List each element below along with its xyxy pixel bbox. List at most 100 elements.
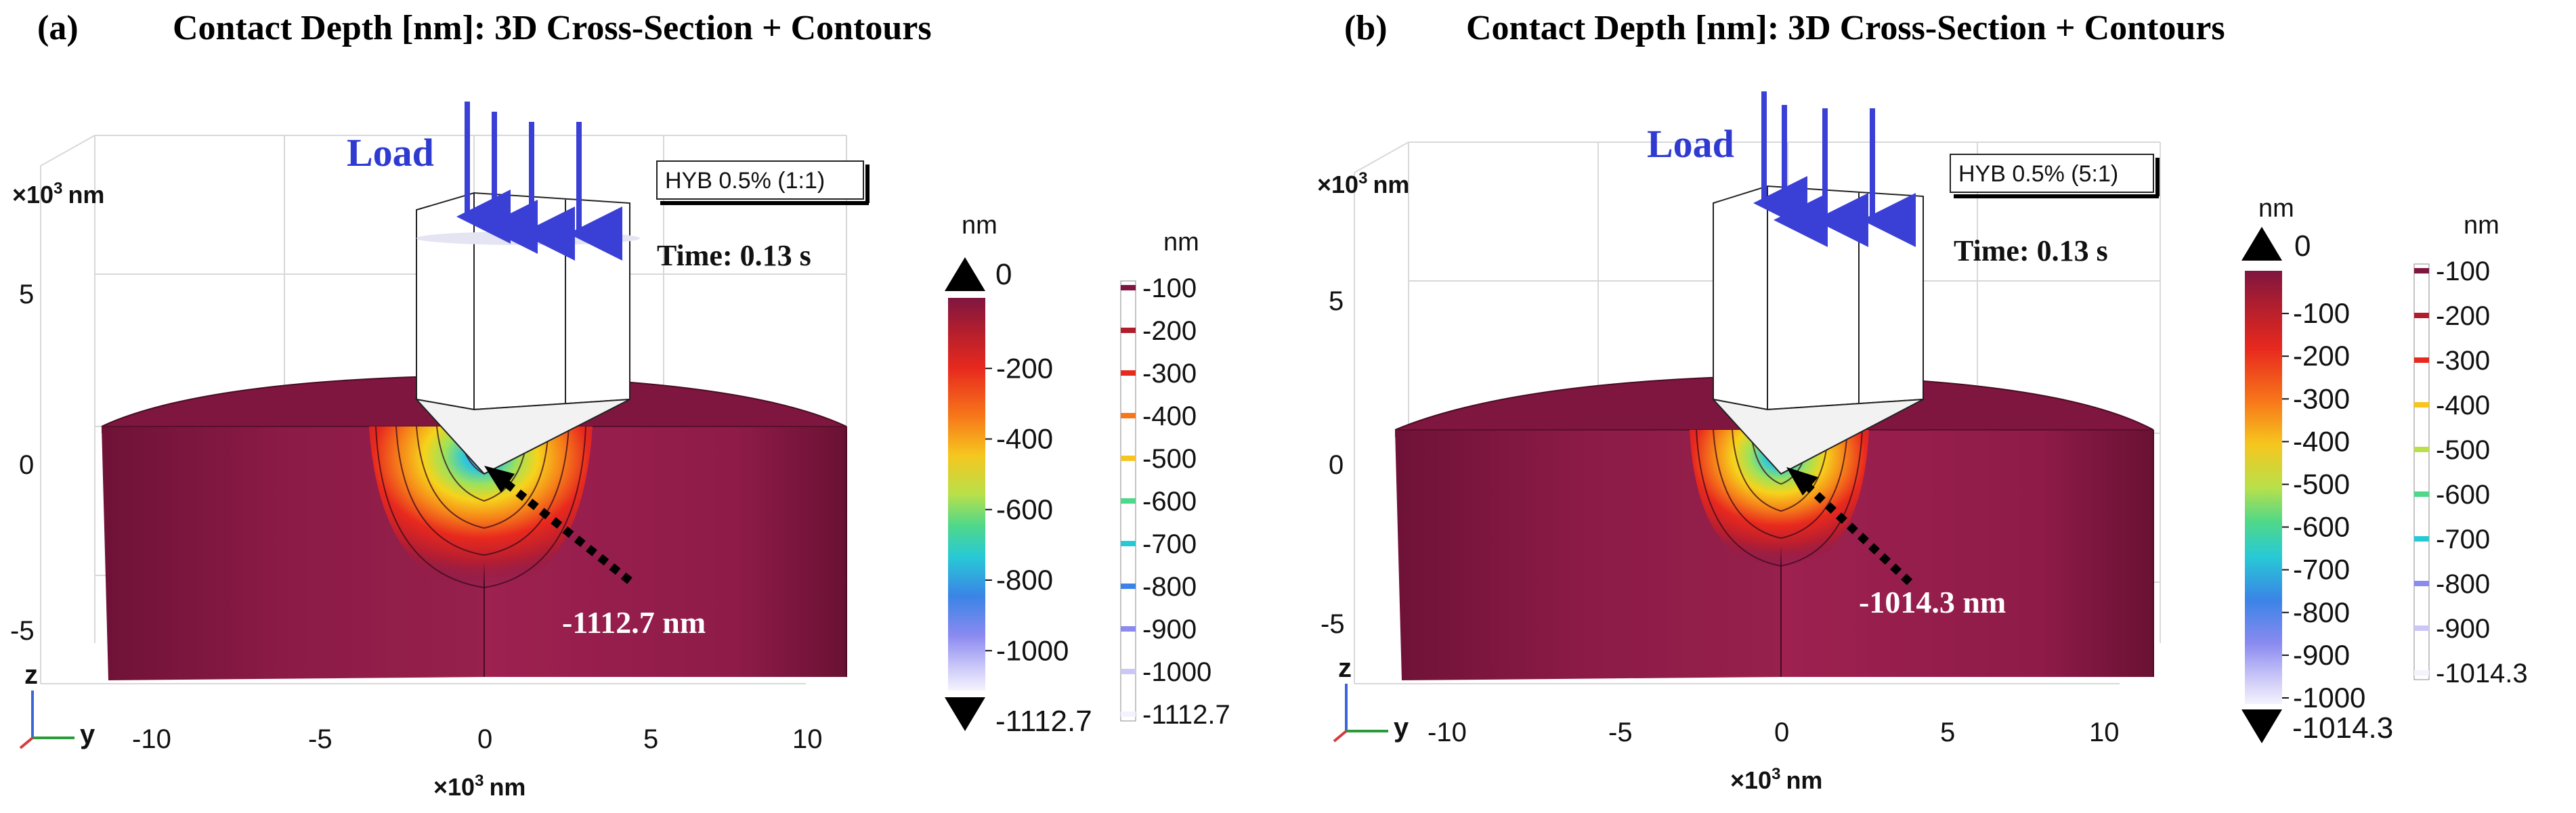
contour-level-label: -800	[2436, 569, 2490, 599]
load-label: Load	[1647, 122, 1734, 166]
z-tick: 5	[1329, 286, 1344, 316]
contour-swatch	[1121, 541, 1136, 546]
axis-exp-x: ×103 nm	[1730, 765, 1822, 794]
panel-label: (b)	[1344, 9, 1388, 47]
contour-level-label: -1014.3	[2436, 659, 2528, 688]
contour-swatch	[2414, 268, 2429, 273]
colorbar-tick-label: -700	[2293, 554, 2350, 586]
colorbar-tick-label: -300	[2293, 382, 2350, 414]
axis-exp-z: ×103 nm	[12, 179, 104, 208]
contour-level-label: -400	[1142, 401, 1197, 431]
contour-level-label: -100	[2436, 257, 2490, 286]
contour-level-label: -700	[1142, 529, 1197, 559]
min-annotation: -1014.3 nm	[1859, 585, 2006, 619]
contour-level-label: -600	[2436, 480, 2490, 510]
colorbar-min: -1112.7	[995, 705, 1092, 738]
colorbar-surface: nm 0 -1112.7 -200 -400 -600 -800 -1000	[945, 211, 1092, 738]
x-tick: -10	[1427, 718, 1467, 747]
contour-level-label: -400	[2436, 391, 2490, 420]
load-arrows	[456, 102, 622, 261]
x-tick: 0	[477, 724, 492, 754]
x-tick: -5	[1608, 718, 1633, 747]
legend-box	[656, 160, 864, 200]
z-tick: -5	[10, 616, 35, 646]
colorbar-tick-label: -800	[996, 564, 1053, 596]
contour-swatch	[2414, 357, 2429, 363]
panel-label: (a)	[37, 9, 79, 47]
contour-bar	[2413, 263, 2430, 680]
colorbar-tick-label: -200	[2293, 340, 2350, 372]
contour-swatch	[1121, 285, 1136, 290]
contour-swatch	[2414, 491, 2429, 497]
contour-level-label: -100	[1142, 273, 1197, 303]
colorbar-tick-label: -500	[2293, 468, 2350, 500]
contour-swatch	[2414, 670, 2429, 676]
solid-front-right	[1781, 430, 2153, 677]
contour-swatch	[1121, 328, 1136, 333]
colorbar-tick-label: -600	[2293, 511, 2350, 543]
contour-level-label: -200	[2436, 301, 2490, 331]
x-tick: 5	[1940, 718, 1955, 747]
contour-level-label: -900	[2436, 614, 2490, 644]
contour-swatch	[2414, 313, 2429, 318]
colorbar-tick-label: -1000	[996, 634, 1069, 666]
axis-triad: z y	[1333, 653, 1409, 743]
contour-swatch	[1121, 456, 1136, 461]
colorbar-unit: nm	[1163, 228, 1199, 257]
colorbar-unit: nm	[2258, 194, 2294, 223]
contour-level-label: -200	[1142, 316, 1197, 346]
colorbar-tick-label: -100	[2293, 297, 2350, 329]
z-tick: 0	[19, 450, 34, 480]
contour-level-label: -900	[1142, 615, 1197, 644]
colorbar-tick-label: -600	[996, 493, 1053, 525]
contour-swatch	[2414, 402, 2429, 408]
colorbar-unit: nm	[2464, 211, 2499, 240]
contour-level-label: -800	[1142, 572, 1197, 602]
axis-exp-x: ×103 nm	[433, 772, 525, 801]
panel-b: (b) Contact Depth [nm]: 3D Cross-Section…	[1317, 9, 2528, 794]
contour-swatch	[2414, 447, 2429, 452]
contour-level-label: -500	[1142, 444, 1197, 474]
legend-text: HYB 0.5% (5:1)	[1958, 161, 2118, 187]
contour-swatch	[2414, 581, 2429, 586]
x-tick: -5	[308, 724, 332, 754]
solid-front-left	[1395, 430, 1781, 680]
x-tick: -10	[132, 724, 171, 754]
colorbar-tick-label: -200	[996, 352, 1053, 384]
x-tick: 0	[1774, 718, 1789, 747]
legend-box	[1950, 154, 2154, 193]
min-pointer	[1795, 474, 1913, 586]
load-arrows	[1753, 91, 1916, 247]
contour-swatch	[1121, 584, 1136, 589]
svg-text:y: y	[80, 720, 95, 749]
contour-level-label: -1000	[1142, 657, 1211, 687]
colorbar-max: 0	[995, 258, 1012, 291]
colorbar-tick-label: -800	[2293, 596, 2350, 628]
contour-level-label: -1112.7	[1142, 700, 1230, 730]
x-tick: 10	[792, 724, 823, 754]
colorbar-surface: nm 0 -1014.3 -100 -200 -300 -400 -500 -600 -70…	[2241, 194, 2393, 745]
contour-level-label: -300	[2436, 346, 2490, 376]
legend-text: HYB 0.5% (1:1)	[665, 168, 825, 194]
contour-swatch	[2414, 625, 2429, 631]
axis-triad: z y	[19, 660, 95, 749]
z-tick: 5	[19, 280, 34, 309]
x-tick: 5	[643, 724, 658, 754]
colorbar-contours: nm -100 -200 -300 -400 -500 -600 -700 -800 -900 -…	[2413, 211, 2528, 688]
contour-swatch	[1121, 498, 1136, 504]
contour-level-label: -500	[2436, 435, 2490, 465]
contour-level-label: -600	[1142, 487, 1197, 517]
time-label: Time: 0.13 s	[1954, 234, 2108, 267]
contour-level-label: -700	[2436, 525, 2490, 554]
contour-swatch	[1121, 370, 1136, 376]
time-label: Time: 0.13 s	[657, 239, 811, 272]
svg-text:y: y	[1394, 713, 1409, 743]
contour-swatch	[1121, 669, 1136, 674]
load-label: Load	[347, 131, 434, 175]
contour-level-label: -300	[1142, 359, 1197, 389]
z-tick: -5	[1321, 609, 1345, 639]
colorbar-tick-label: -400	[2293, 425, 2350, 457]
contour-swatch	[1121, 711, 1136, 717]
contour-swatch	[2414, 536, 2429, 542]
panel-title: Contact Depth [nm]: 3D Cross-Section + C…	[173, 9, 932, 47]
